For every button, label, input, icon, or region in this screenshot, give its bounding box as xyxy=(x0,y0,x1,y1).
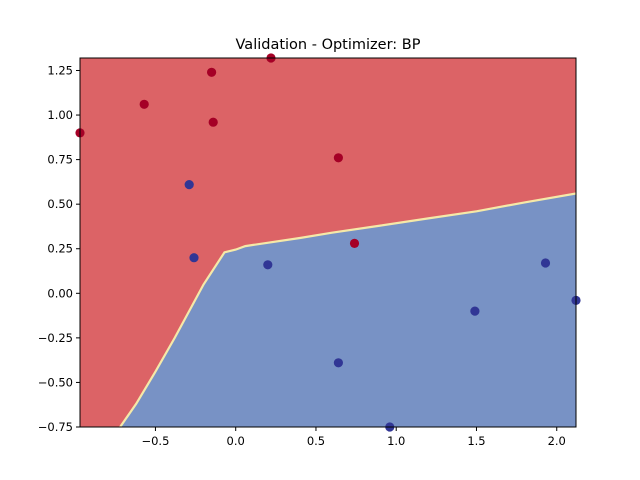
y-tick-label: −0.75 xyxy=(38,420,73,434)
y-tick-label: 1.25 xyxy=(47,63,73,77)
data-point-class-1 xyxy=(184,180,194,190)
chart-title: Validation - Optimizer: BP xyxy=(236,37,421,53)
y-tick-label: 0.00 xyxy=(47,286,73,300)
y-axis: −0.75 −0.50 −0.25 0.00 0.25 0.50 0.75 1.00 1.25 xyxy=(38,63,80,434)
x-tick-label: 1.0 xyxy=(387,434,405,448)
x-tick-label: 0.5 xyxy=(307,434,325,448)
data-point-class-0 xyxy=(333,153,343,163)
plot-area xyxy=(75,53,581,432)
y-tick-label: 1.00 xyxy=(47,108,73,122)
y-tick-label: 0.25 xyxy=(47,242,73,256)
data-point-class-1 xyxy=(470,306,480,316)
data-point-class-0 xyxy=(208,117,218,127)
y-tick-label: 0.50 xyxy=(47,197,73,211)
y-tick-label: −0.50 xyxy=(38,375,73,389)
decision-boundary xyxy=(119,192,576,427)
data-point-class-1 xyxy=(540,258,551,268)
class-1-region xyxy=(120,193,576,427)
data-point-class-1 xyxy=(333,358,343,368)
decision-regions xyxy=(80,58,576,427)
data-point-class-0 xyxy=(349,238,360,248)
x-tick-label: −0.5 xyxy=(141,434,169,448)
x-tick-label: 0.0 xyxy=(227,434,245,448)
x-tick-label: 1.5 xyxy=(467,434,485,448)
data-point-class-0 xyxy=(139,99,149,109)
x-tick-label: 2.0 xyxy=(548,434,566,448)
x-axis: −0.5 0.0 0.5 1.0 1.5 2.0 xyxy=(141,427,566,448)
data-point-class-1 xyxy=(189,253,199,263)
y-tick-label: 0.75 xyxy=(47,153,73,167)
data-point-class-1 xyxy=(263,260,273,270)
plot-frame xyxy=(79,57,577,428)
y-tick-label: −0.25 xyxy=(38,331,73,345)
data-point-class-0 xyxy=(207,67,217,77)
